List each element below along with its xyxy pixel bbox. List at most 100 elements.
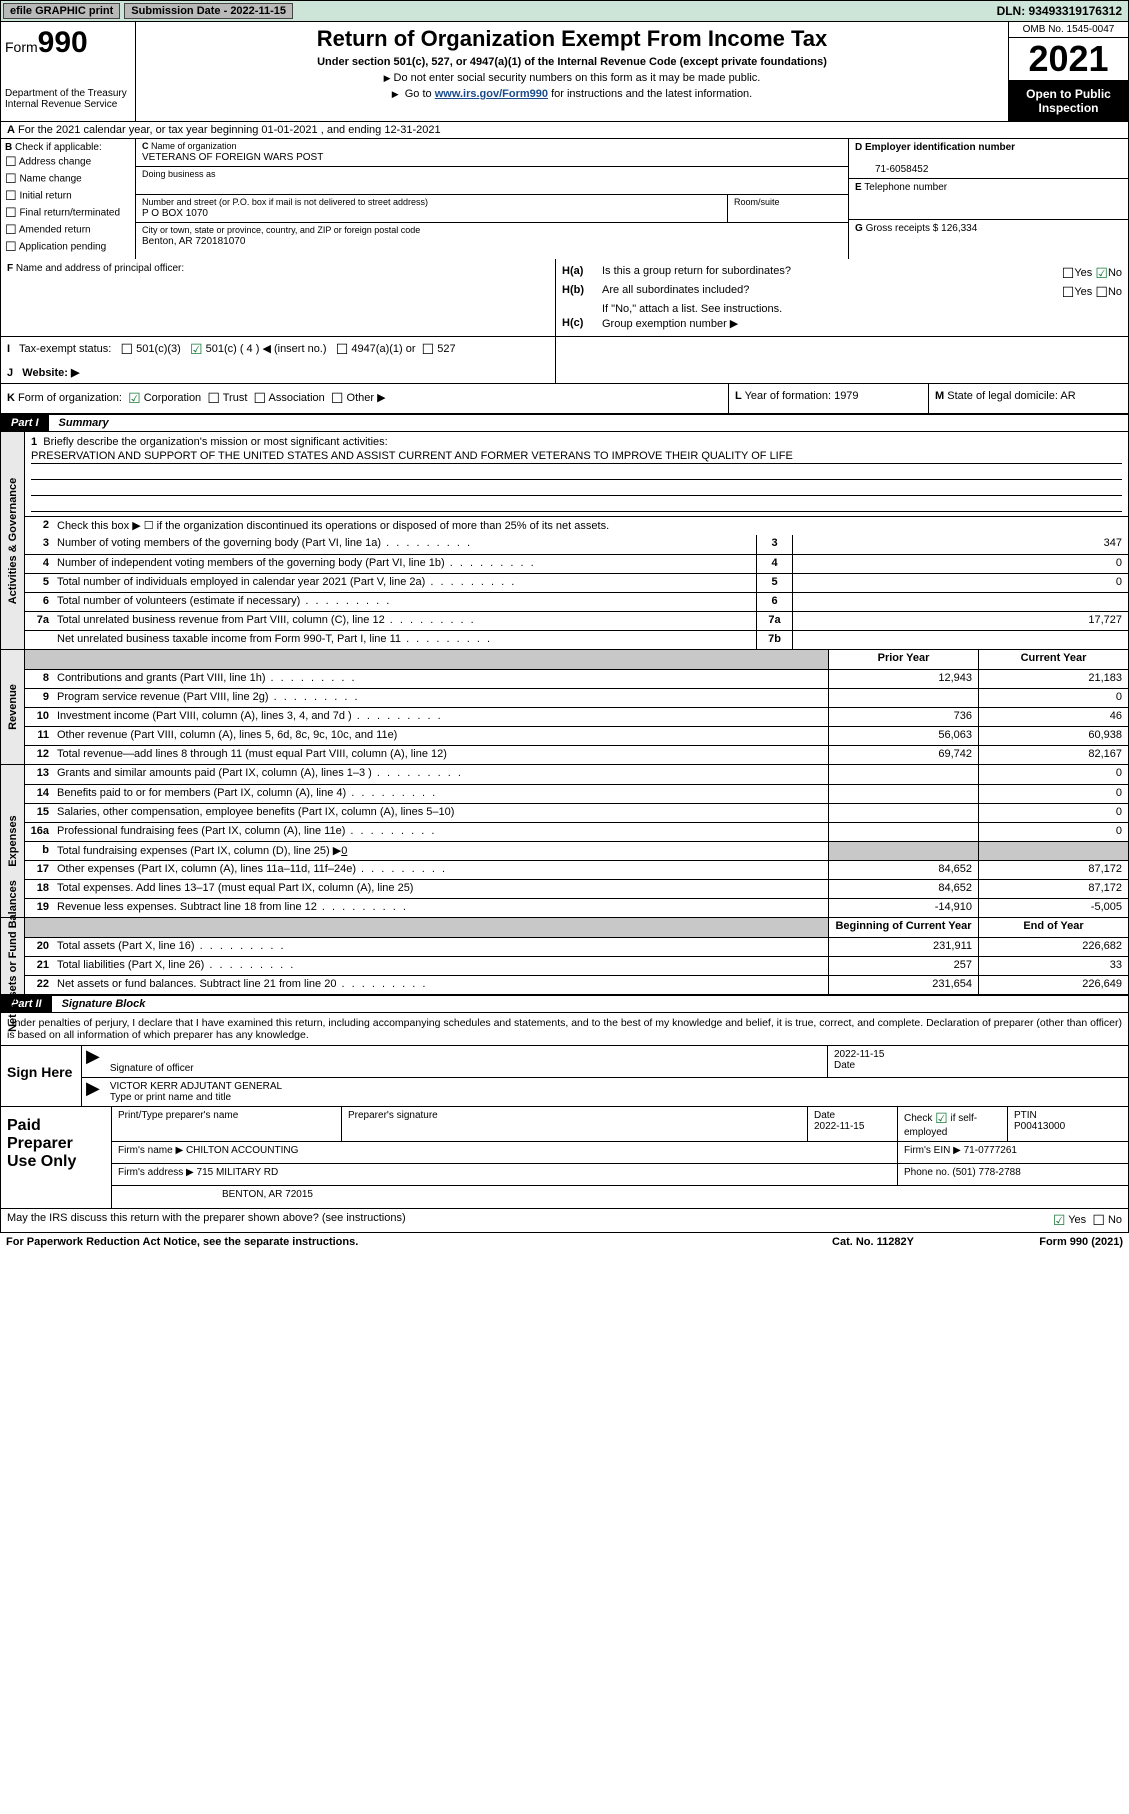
line-10: 10Investment income (Part VIII, column (…: [25, 707, 1128, 726]
hc-text: Group exemption number ▶: [602, 317, 1122, 330]
l13-text: Grants and similar amounts paid (Part IX…: [57, 767, 372, 779]
mission-text: PRESERVATION AND SUPPORT OF THE UNITED S…: [31, 450, 1122, 464]
row-a-tax-year: A For the 2021 calendar year, or tax yea…: [0, 122, 1129, 139]
line-15: 15Salaries, other compensation, employee…: [25, 803, 1128, 822]
cb-other[interactable]: ☐: [331, 390, 344, 406]
org-name-label: Name of organization: [151, 141, 237, 151]
line-14: 14Benefits paid to or for members (Part …: [25, 784, 1128, 803]
l15-text: Salaries, other compensation, employee b…: [57, 806, 454, 818]
tab-netassets: Net Assets or Fund Balances: [1, 918, 25, 994]
revenue-section: Revenue Prior Year Current Year 8Contrib…: [0, 650, 1129, 765]
f-officer: F Name and address of principal officer:: [1, 259, 556, 336]
p22: 231,654: [828, 976, 978, 994]
firm-addr1: 715 MILITARY RD: [197, 1167, 279, 1178]
room-cell: Room/suite: [728, 195, 848, 222]
l5-text: Total number of individuals employed in …: [57, 576, 425, 588]
tab-exp-label: Expenses: [7, 815, 19, 866]
irs-label: Internal Revenue Service: [5, 99, 131, 110]
l9-text: Program service revenue (Part VIII, line…: [57, 691, 269, 703]
letter-g: G: [855, 223, 863, 234]
i-label: Tax-exempt status:: [19, 343, 111, 355]
l3-text: Number of voting members of the governin…: [57, 537, 381, 549]
line-18: 18Total expenses. Add lines 13–17 (must …: [25, 879, 1128, 898]
cb-trust[interactable]: ☐: [207, 390, 220, 406]
phone-label: Telephone number: [864, 182, 947, 193]
b-label: Check if applicable:: [15, 142, 102, 153]
p16a: [828, 823, 978, 841]
firm-addr-lbl: Firm's address ▶: [118, 1167, 194, 1178]
p16b-shade: [828, 842, 978, 860]
netassets-section: Net Assets or Fund Balances Beginning of…: [0, 918, 1129, 995]
ha-text: Is this a group return for subordinates?: [602, 265, 1062, 282]
cb-name-change[interactable]: ☐ Name change: [5, 171, 131, 187]
hb-yesno: ☐Yes ☐No: [1062, 284, 1122, 301]
cb-association[interactable]: ☐: [254, 390, 267, 406]
ha-no: No: [1108, 267, 1122, 279]
efile-button[interactable]: efile GRAPHIC print: [3, 3, 120, 19]
c19: -5,005: [978, 899, 1128, 917]
part-2-header: Part II Signature Block: [0, 995, 1129, 1013]
line-11: 11Other revenue (Part VIII, column (A), …: [25, 726, 1128, 745]
preparer-row: Paid Preparer Use Only Print/Type prepar…: [0, 1107, 1129, 1209]
l6-text: Total number of volunteers (estimate if …: [57, 595, 300, 607]
hb-no: No: [1108, 286, 1122, 298]
cb-application-pending[interactable]: ☐ Application pending: [5, 239, 131, 255]
letter-d: D: [855, 142, 862, 153]
c13: 0: [978, 765, 1128, 784]
cb-final-lbl: Final return/terminated: [19, 208, 120, 219]
k-o2: Trust: [223, 392, 248, 404]
mission-blank2: [31, 482, 1122, 496]
omb-number: OMB No. 1545-0047: [1009, 22, 1128, 38]
l7b-text: Net unrelated business taxable income fr…: [57, 633, 401, 645]
k-label: Form of organization:: [18, 392, 122, 404]
firm-addr2: BENTON, AR 72015: [112, 1186, 1128, 1208]
l2-text: Check this box ▶ ☐ if the organization d…: [53, 517, 1128, 535]
preparer-label: Paid Preparer Use Only: [1, 1107, 111, 1208]
inst-pre: Go to: [405, 88, 435, 100]
letter-a: A: [7, 124, 15, 136]
prep-line-3: Firm's address ▶ 715 MILITARY RD Phone n…: [112, 1164, 1128, 1186]
cb-final-return[interactable]: ☐ Final return/terminated: [5, 205, 131, 221]
cb-app-lbl: Application pending: [19, 242, 106, 253]
eoy-hdr: End of Year: [978, 918, 1128, 937]
c12: 82,167: [978, 746, 1128, 764]
cb-corporation[interactable]: ☑: [128, 390, 141, 406]
i-o2: 501(c) ( 4 ) ◀ (insert no.): [206, 343, 327, 355]
website-label: Website: ▶: [22, 367, 79, 379]
cb-4947[interactable]: ☐: [336, 341, 349, 357]
line-7a: 7aTotal unrelated business revenue from …: [25, 611, 1128, 630]
line-9: 9Program service revenue (Part VIII, lin…: [25, 688, 1128, 707]
gross-receipts-cell: G Gross receipts $ 126,334: [849, 220, 1128, 259]
line-16a: 16aProfessional fundraising fees (Part I…: [25, 822, 1128, 841]
cb-501c3[interactable]: ☐: [121, 341, 134, 357]
cb-address-change[interactable]: ☐ Address change: [5, 154, 131, 170]
discuss-row: May the IRS discuss this return with the…: [0, 1209, 1129, 1233]
p8: 12,943: [828, 670, 978, 688]
sign-here-label: Sign Here: [1, 1046, 81, 1106]
sig-line-2: VICTOR KERR ADJUTANT GENERAL Type or pri…: [82, 1078, 1128, 1106]
cb-527[interactable]: ☐: [422, 341, 435, 357]
cb-initial-return[interactable]: ☐ Initial return: [5, 188, 131, 204]
cb-amended-return[interactable]: ☐ Amended return: [5, 222, 131, 238]
p13: [828, 765, 978, 784]
dba-label: Doing business as: [142, 169, 216, 179]
c16b-shade: [978, 842, 1128, 860]
year-formation: L Year of formation: 1979: [728, 384, 928, 413]
submission-date-button[interactable]: Submission Date - 2022-11-15: [124, 3, 293, 19]
mission-block: 1 Briefly describe the organization's mi…: [25, 432, 1128, 516]
l18-text: Total expenses. Add lines 13–17 (must eq…: [57, 882, 413, 894]
irs-link[interactable]: www.irs.gov/Form990: [435, 88, 548, 100]
line-21: 21Total liabilities (Part X, line 26) 25…: [25, 956, 1128, 975]
prep-date-val: 2022-11-15: [814, 1121, 864, 1132]
sig-name-label: Type or print name and title: [110, 1092, 231, 1103]
city-value: Benton, AR 720181070: [142, 236, 245, 247]
discuss-text: May the IRS discuss this return with the…: [7, 1212, 406, 1224]
tab-revenue: Revenue: [1, 650, 25, 764]
netassets-body: Beginning of Current Year End of Year 20…: [25, 918, 1128, 994]
letter-m: M: [935, 390, 944, 402]
street-label: Number and street (or P.O. box if mail i…: [142, 197, 428, 207]
firm-name-val: CHILTON ACCOUNTING: [186, 1145, 298, 1156]
cb-501c[interactable]: ☑: [190, 341, 203, 357]
l16b-text: Total fundraising expenses (Part IX, col…: [57, 845, 341, 857]
hb-yes: Yes: [1074, 286, 1092, 298]
